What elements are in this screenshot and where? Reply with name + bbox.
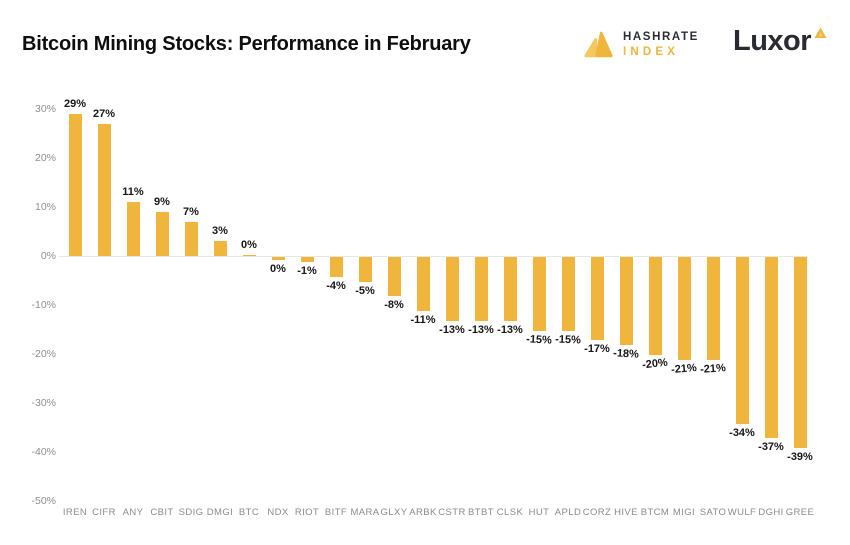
value-label-cstr: -13% bbox=[439, 323, 465, 336]
x-axis-label-riot: RIOT bbox=[294, 507, 320, 518]
y-axis-tick-label: -10% bbox=[31, 299, 56, 311]
bar-dghi bbox=[764, 257, 778, 439]
x-axis-label-dmgi: DMGI bbox=[206, 507, 234, 518]
bar-clsk bbox=[503, 257, 517, 321]
x-axis-label-corz: CORZ bbox=[582, 507, 612, 518]
bar-hut bbox=[532, 257, 546, 331]
hashrate-index-logo: HASHRATE INDEX bbox=[583, 27, 699, 61]
bar-gree bbox=[793, 257, 807, 449]
luxor-logo: Luxor bbox=[733, 24, 827, 58]
x-axis-label-cbit: CBIT bbox=[150, 507, 174, 518]
x-axis-label-mara: MARA bbox=[350, 507, 380, 518]
x-axis-label-arbk: ARBK bbox=[409, 507, 437, 518]
x-axis-label-sato: SATO bbox=[699, 507, 727, 518]
x-axis-label-gree: GREE bbox=[785, 507, 815, 518]
x-axis-label-hut: HUT bbox=[528, 507, 550, 518]
bar-migi bbox=[677, 257, 691, 360]
value-label-corz: -17% bbox=[584, 343, 610, 356]
bar-any bbox=[126, 202, 140, 256]
x-axis-label-migi: MIGI bbox=[672, 507, 696, 518]
bar-ndx bbox=[271, 257, 285, 260]
y-axis-tick-label: -40% bbox=[31, 446, 56, 458]
index-wordmark: INDEX bbox=[623, 45, 680, 58]
value-label-clsk: -13% bbox=[497, 323, 523, 336]
x-axis-label-wulf: WULF bbox=[727, 507, 757, 518]
x-axis-label-btcm: BTCM bbox=[640, 507, 670, 518]
x-axis-label-any: ANY bbox=[122, 507, 144, 518]
luxor-triangle-icon bbox=[814, 27, 827, 38]
bar-dmgi bbox=[213, 241, 227, 256]
bar-wulf bbox=[735, 257, 749, 424]
bar-sato bbox=[706, 257, 720, 360]
bar-arbk bbox=[416, 257, 430, 311]
bar-riot bbox=[300, 257, 314, 262]
value-label-glxy: -8% bbox=[384, 299, 404, 312]
x-axis-label-ndx: NDX bbox=[267, 507, 289, 518]
hashrate-index-logo-text: HASHRATE INDEX bbox=[623, 30, 699, 59]
x-axis-label-iren: IREN bbox=[62, 507, 88, 518]
luxor-wordmark: Luxor bbox=[733, 25, 812, 57]
bar-cifr bbox=[97, 123, 111, 256]
bar-cstr bbox=[445, 257, 459, 321]
y-axis-tick-label: 0% bbox=[40, 250, 56, 262]
value-label-dmgi: 3% bbox=[212, 225, 228, 238]
y-axis-tick-label: -30% bbox=[31, 397, 56, 409]
value-label-riot: -1% bbox=[297, 264, 317, 277]
x-axis-label-cifr: CIFR bbox=[92, 507, 116, 518]
value-label-ndx: 0% bbox=[270, 263, 286, 275]
hashrate-index-logo-icon bbox=[584, 31, 613, 58]
bar-btcm bbox=[648, 257, 662, 355]
bar-hive bbox=[619, 257, 633, 346]
value-label-cbit: 9% bbox=[154, 195, 170, 208]
value-label-bitf: -4% bbox=[326, 279, 346, 292]
value-label-arbk: -11% bbox=[410, 313, 436, 326]
y-axis-tick-label: 20% bbox=[34, 152, 56, 164]
bar-btbt bbox=[474, 257, 488, 321]
value-label-any: 11% bbox=[122, 186, 144, 199]
x-axis-label-glxy: GLXY bbox=[380, 507, 408, 518]
value-label-btc: 0% bbox=[241, 238, 257, 251]
bar-bitf bbox=[329, 257, 343, 277]
x-axis-label-clsk: CLSK bbox=[496, 507, 524, 518]
bar-sdig bbox=[184, 221, 198, 256]
bar-btc bbox=[242, 254, 256, 256]
x-axis-label-bitf: BITF bbox=[324, 507, 348, 518]
x-axis-label-cstr: CSTR bbox=[438, 507, 466, 518]
y-axis-tick-label: -20% bbox=[31, 348, 56, 360]
chart-title: Bitcoin Mining Stocks: Performance in Fe… bbox=[22, 33, 471, 55]
value-label-btbt: -13% bbox=[468, 323, 494, 336]
bar-mara bbox=[358, 257, 372, 282]
x-axis-label-apld: APLD bbox=[554, 507, 582, 518]
zero-axis-line bbox=[59, 256, 807, 257]
bar-iren bbox=[68, 113, 82, 256]
bar-corz bbox=[590, 257, 604, 341]
x-axis-label-hive: HIVE bbox=[614, 507, 638, 518]
x-axis-label-dghi: DGHI bbox=[758, 507, 784, 518]
value-label-dghi: -37% bbox=[758, 441, 784, 454]
value-label-sato: -21% bbox=[699, 362, 727, 376]
value-label-mara: -5% bbox=[355, 284, 375, 297]
value-label-sdig: 7% bbox=[183, 205, 199, 218]
value-label-gree: -39% bbox=[787, 451, 813, 464]
y-axis-tick-label: 10% bbox=[34, 201, 56, 213]
hashrate-wordmark: HASHRATE bbox=[623, 30, 699, 43]
value-label-iren: 29% bbox=[63, 97, 87, 110]
value-label-cifr: 27% bbox=[92, 107, 116, 120]
x-axis-label-sdig: SDIG bbox=[178, 507, 204, 518]
y-axis-tick-label: 30% bbox=[34, 103, 56, 115]
bar-apld bbox=[561, 257, 575, 331]
value-label-wulf: -34% bbox=[729, 426, 755, 439]
bar-cbit bbox=[155, 211, 169, 256]
bar-glxy bbox=[387, 257, 401, 297]
y-axis-tick-label: -50% bbox=[31, 495, 56, 507]
x-axis-label-btbt: BTBT bbox=[468, 507, 494, 518]
x-axis-label-btc: BTC bbox=[238, 507, 260, 518]
